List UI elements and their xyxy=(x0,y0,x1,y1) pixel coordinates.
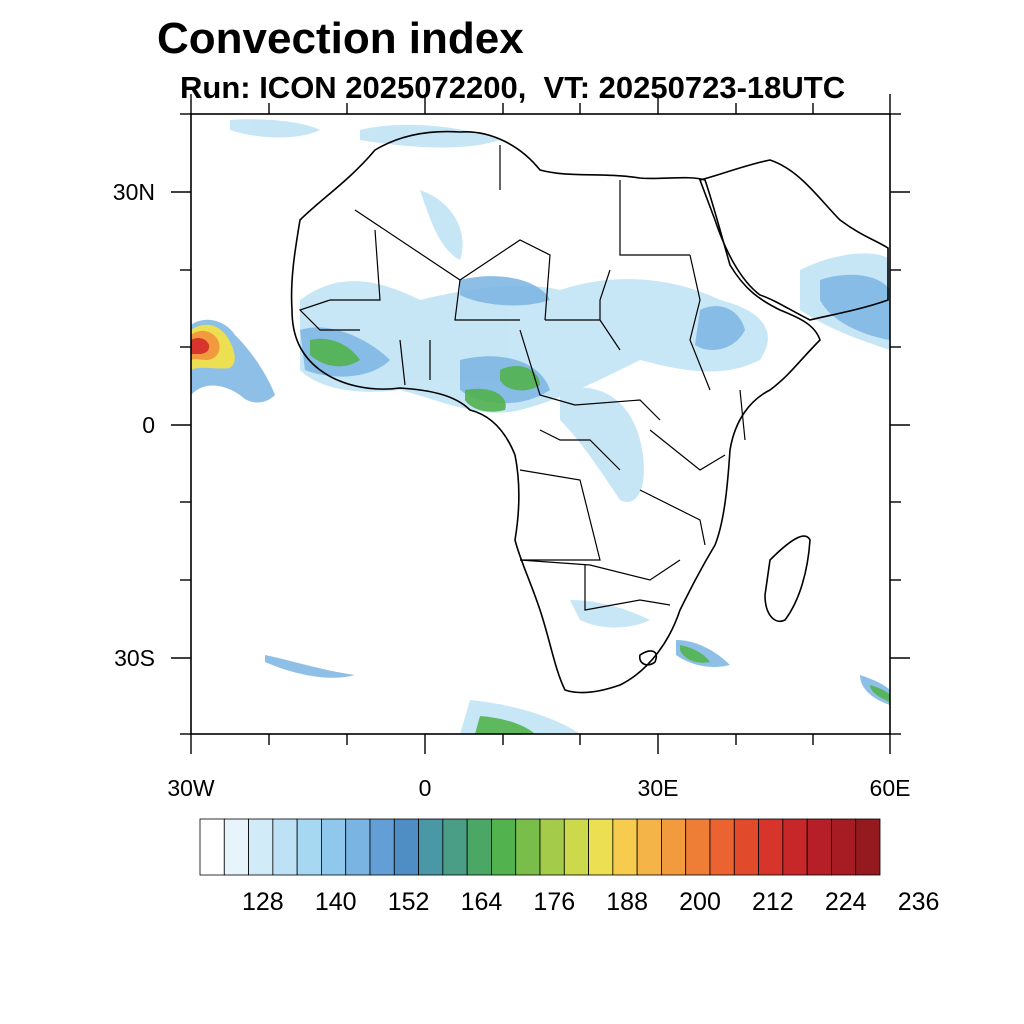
colorbar-label: 140 xyxy=(314,888,357,916)
coastline xyxy=(290,130,889,694)
colorbar-label: 236 xyxy=(897,888,940,916)
lat-label-30s: 30S xyxy=(114,645,155,671)
convection-field-hot xyxy=(191,319,275,403)
colorbar-label: 164 xyxy=(460,888,503,916)
map-frame xyxy=(190,113,891,735)
chart-title: Convection index xyxy=(157,14,524,63)
colorbar-label: 152 xyxy=(387,888,430,916)
colorbar-label: 212 xyxy=(751,888,794,916)
colorbar-label: 128 xyxy=(241,888,284,916)
convection-field-green xyxy=(310,338,890,734)
country-borders xyxy=(298,145,746,611)
lat-label-30n: 30N xyxy=(112,179,155,205)
lon-label-0: 0 xyxy=(418,775,432,801)
colorbar-label: 176 xyxy=(533,888,576,916)
colorbar-label: 224 xyxy=(824,888,867,916)
chart-subtitle: Run: ICON 2025072200, VT: 20250723-18UTC xyxy=(180,70,846,105)
colorbar-label: 188 xyxy=(606,888,648,916)
lon-label-60e: 60E xyxy=(869,775,911,801)
lat-ticks xyxy=(171,113,910,735)
colorbar-label: 200 xyxy=(679,888,721,916)
lon-label-30w: 30W xyxy=(167,775,215,801)
convection-field-light xyxy=(230,119,890,734)
lat-label-0: 0 xyxy=(142,412,155,438)
lon-ticks xyxy=(190,94,891,754)
lon-label-30e: 30E xyxy=(637,775,679,801)
